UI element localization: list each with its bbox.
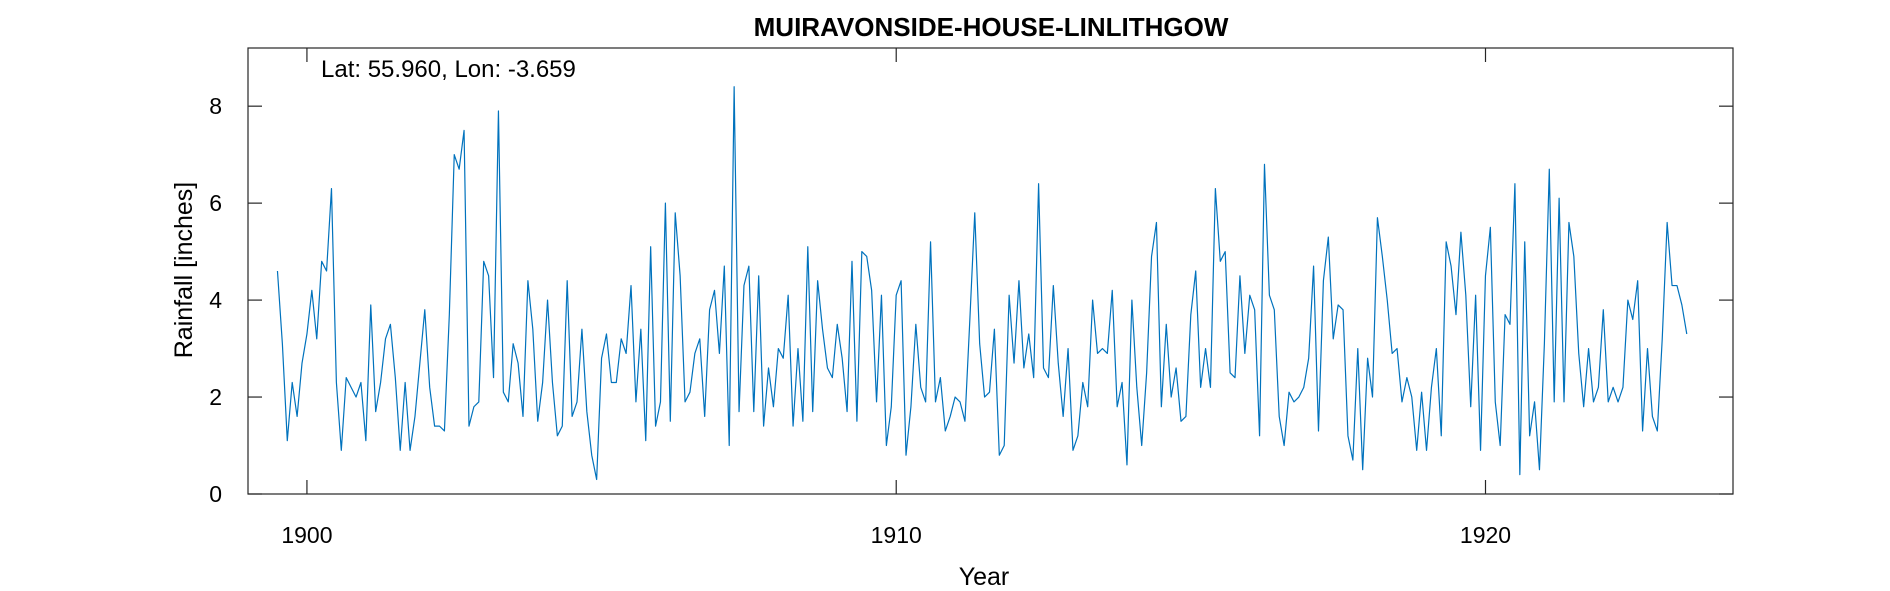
y-tick-label: 4 xyxy=(209,287,222,313)
series-line-rainfall xyxy=(276,86,1688,481)
y-tick-label: 6 xyxy=(209,190,222,216)
y-axis: 0 2 4 6 8 xyxy=(209,93,1733,507)
y-axis-label: Rainfall [inches] xyxy=(170,182,198,358)
chart-title: MUIRAVONSIDE-HOUSE-LINLITHGOW xyxy=(754,12,1229,42)
y-tick-label: 2 xyxy=(209,384,222,410)
plot-frame xyxy=(247,47,1734,495)
x-tick-label: 1910 xyxy=(871,522,922,548)
x-tick-label: 1920 xyxy=(1460,522,1511,548)
x-tick-label: 1900 xyxy=(281,522,332,548)
plot-area: 0 2 4 6 8 1900 1910 1920 xyxy=(209,47,1734,548)
y-tick-label: 0 xyxy=(209,481,222,507)
y-tick-label: 8 xyxy=(209,93,222,119)
location-annotation: Lat: 55.960, Lon: -3.659 xyxy=(321,56,576,83)
x-axis-label: Year xyxy=(959,563,1010,591)
x-axis: 1900 1910 1920 xyxy=(281,48,1511,548)
